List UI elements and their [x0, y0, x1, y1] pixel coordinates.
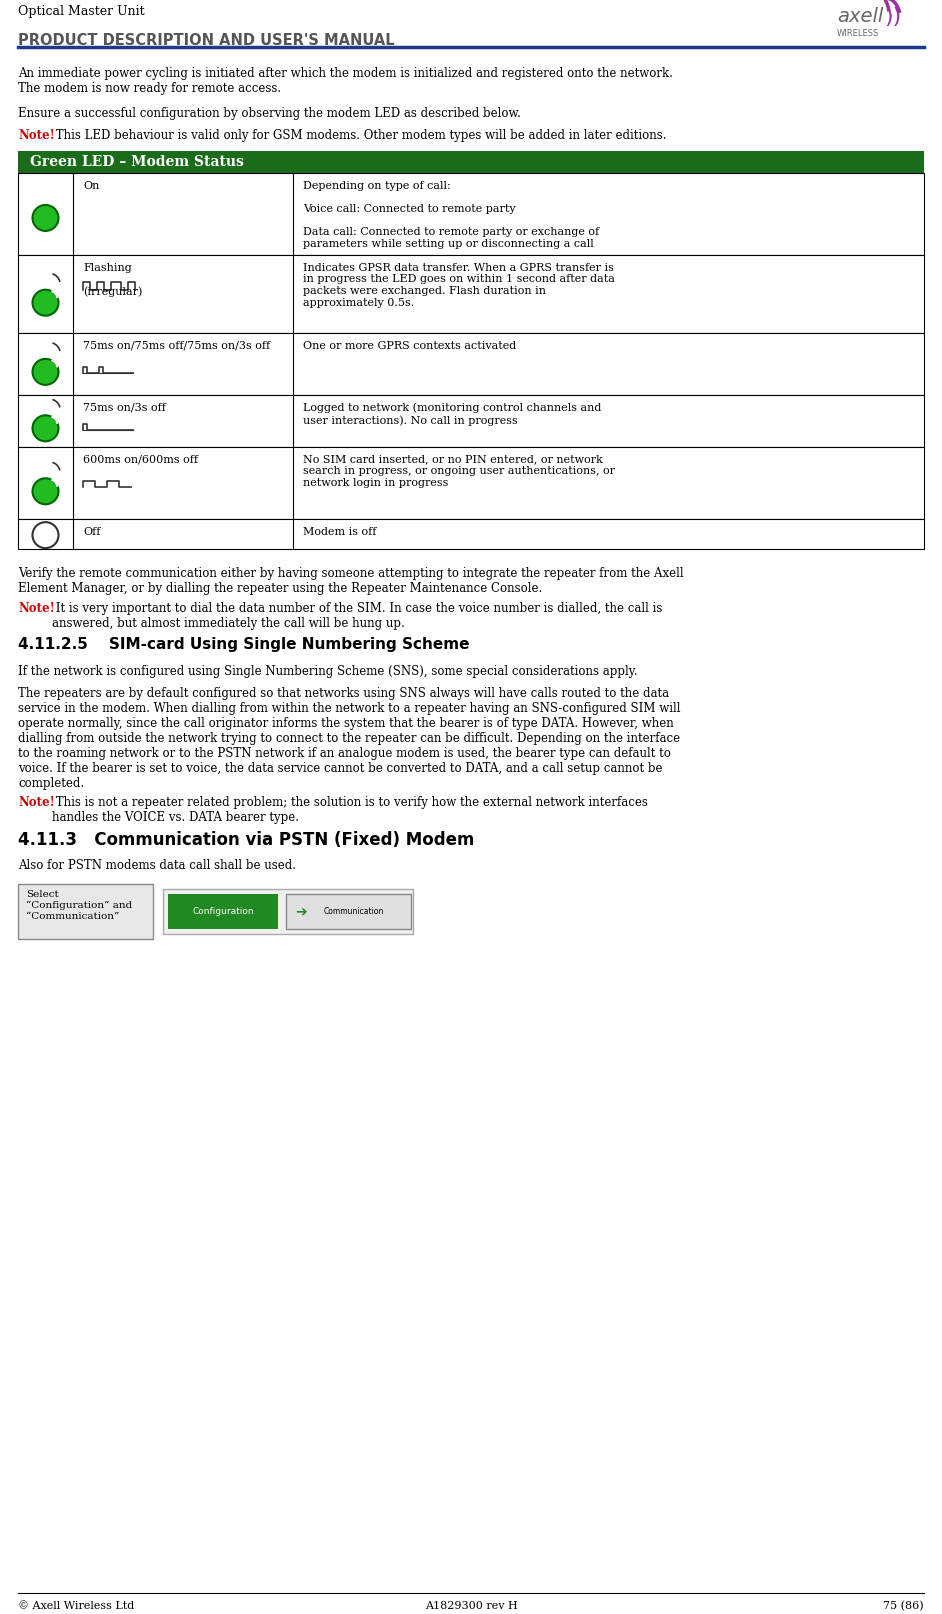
Bar — [168, 894, 278, 930]
Text: ➔: ➔ — [295, 905, 307, 918]
Text: Ensure a successful configuration by observing the modem LED as described below.: Ensure a successful configuration by obs… — [18, 107, 521, 119]
Bar — [18, 884, 153, 939]
Circle shape — [33, 415, 58, 441]
Text: 600ms on/600ms off: 600ms on/600ms off — [83, 455, 198, 465]
Bar — [163, 889, 413, 935]
Text: This LED behaviour is valid only for GSM modems. Other modem types will be added: This LED behaviour is valid only for GSM… — [52, 129, 667, 142]
Circle shape — [33, 523, 58, 549]
Circle shape — [33, 478, 58, 504]
Bar — [18, 447, 924, 518]
Bar — [18, 518, 924, 549]
Text: Configuration: Configuration — [192, 907, 253, 917]
Text: The repeaters are by default configured so that networks using SNS always will h: The repeaters are by default configured … — [18, 686, 680, 789]
Circle shape — [33, 289, 58, 316]
Text: Off: Off — [83, 526, 101, 536]
Text: Note!: Note! — [18, 796, 55, 810]
Bar — [18, 173, 924, 255]
Text: Select
“Configuration” and
“Communication”: Select “Configuration” and “Communicatio… — [26, 891, 132, 920]
Bar — [18, 255, 924, 332]
Text: Modem is off: Modem is off — [303, 526, 377, 536]
Text: Note!: Note! — [18, 602, 55, 615]
Bar — [18, 332, 924, 395]
Text: 75ms on/3s off: 75ms on/3s off — [83, 404, 166, 413]
Text: Verify the remote communication either by having someone attempting to integrate: Verify the remote communication either b… — [18, 567, 684, 594]
Text: This is not a repeater related problem; the solution is to verify how the extern: This is not a repeater related problem; … — [52, 796, 648, 825]
Text: axell: axell — [837, 6, 884, 26]
Bar — [286, 894, 411, 930]
Text: Note!: Note! — [18, 129, 55, 142]
Circle shape — [33, 358, 58, 384]
Text: Depending on type of call:

Voice call: Connected to remote party

Data call: Co: Depending on type of call: Voice call: C… — [303, 181, 599, 249]
Text: A1829300 rev H: A1829300 rev H — [425, 1601, 517, 1611]
Text: It is very important to dial the data number of the SIM. In case the voice numbe: It is very important to dial the data nu… — [52, 602, 662, 629]
Bar — [18, 150, 924, 173]
Text: If the network is configured using Single Numbering Scheme (SNS), some special c: If the network is configured using Singl… — [18, 665, 638, 678]
Text: 75 (86): 75 (86) — [884, 1601, 924, 1611]
Text: PRODUCT DESCRIPTION AND USER'S MANUAL: PRODUCT DESCRIPTION AND USER'S MANUAL — [18, 32, 395, 48]
Text: Green LED – Modem Status: Green LED – Modem Status — [30, 155, 244, 169]
Bar — [18, 395, 924, 447]
Text: )): )) — [884, 6, 901, 27]
Text: Optical Master Unit: Optical Master Unit — [18, 5, 145, 18]
Text: No SIM card inserted, or no PIN entered, or network
search in progress, or ongoi: No SIM card inserted, or no PIN entered,… — [303, 455, 615, 487]
Text: 4.11.2.5    SIM-card Using Single Numbering Scheme: 4.11.2.5 SIM-card Using Single Numbering… — [18, 636, 469, 652]
Text: On: On — [83, 181, 99, 190]
Text: One or more GPRS contexts activated: One or more GPRS contexts activated — [303, 341, 516, 350]
Text: Communication: Communication — [324, 907, 384, 917]
Text: Flashing

(irregular): Flashing (irregular) — [83, 263, 142, 297]
Text: Logged to network (monitoring control channels and
user interactions). No call i: Logged to network (monitoring control ch… — [303, 404, 601, 426]
Text: Indicates GPSR data transfer. When a GPRS transfer is
in progress the LED goes o: Indicates GPSR data transfer. When a GPR… — [303, 263, 615, 308]
Text: An immediate power cycling is initiated after which the modem is initialized and: An immediate power cycling is initiated … — [18, 66, 673, 95]
Text: WIRELESS: WIRELESS — [837, 29, 879, 39]
Text: 4.11.3   Communication via PSTN (Fixed) Modem: 4.11.3 Communication via PSTN (Fixed) Mo… — [18, 831, 475, 849]
Text: Also for PSTN modems data call shall be used.: Also for PSTN modems data call shall be … — [18, 859, 296, 873]
Text: © Axell Wireless Ltd: © Axell Wireless Ltd — [18, 1601, 135, 1611]
Circle shape — [33, 205, 58, 231]
Text: 75ms on/75ms off/75ms on/3s off: 75ms on/75ms off/75ms on/3s off — [83, 341, 270, 350]
